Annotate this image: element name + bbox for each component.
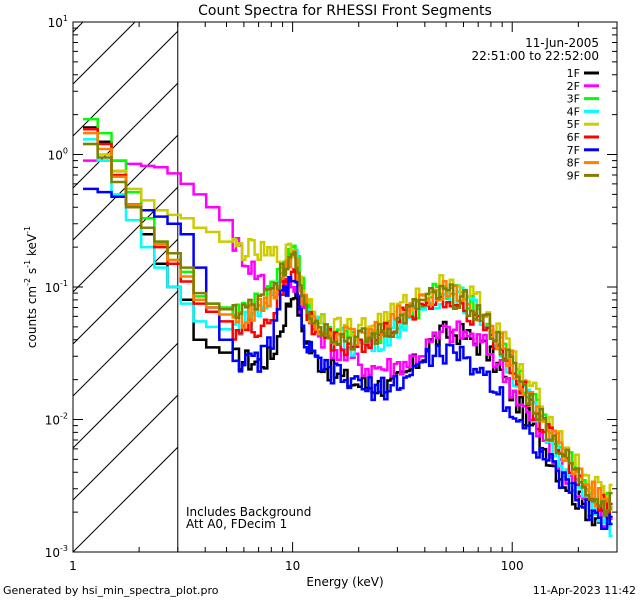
legend-label-2f: 2F [567, 80, 580, 93]
tick-marks [72, 21, 618, 553]
generated-by-label: Generated by hsi_min_spectra_plot.pro [3, 584, 219, 597]
y-tick-label-1e-3: 10-3 [45, 544, 68, 560]
legend-label-1f: 1F [567, 67, 580, 80]
legend-label-3f: 3F [567, 93, 580, 106]
x-tick-label-10: 10 [285, 559, 300, 573]
x-axis-title: Energy (keV) [306, 575, 383, 589]
y-tick-label-1e-1: 10-1 [45, 279, 68, 295]
series-line-7f [83, 187, 613, 531]
legend-label-8f: 8F [567, 157, 580, 170]
y-tick-label-1e-2: 10-2 [45, 412, 68, 428]
axis-ticks [72, 21, 618, 553]
legend-label-6f: 6F [567, 131, 580, 144]
series-group [83, 117, 613, 538]
y-tick-label-1e1: 101 [48, 14, 68, 30]
legend-label-7f: 7F [567, 144, 580, 157]
annotation-attenuator: Att A0, FDecim 1 [186, 517, 287, 531]
legend-label-5f: 5F [567, 118, 580, 131]
generated-timestamp: 11-Apr-2023 11:42 [533, 584, 636, 597]
y-tick-label-1e0: 100 [48, 147, 68, 163]
date-label: 11-Jun-2005 [525, 36, 599, 50]
legend-label-4f: 4F [567, 105, 580, 118]
annotation-background: Includes Background [186, 505, 311, 519]
legend-label-9f: 9F [567, 169, 580, 182]
time-range-label: 22:51:00 to 22:52:00 [472, 49, 599, 63]
plot-frame [72, 21, 618, 553]
y-axis-title: counts cm-2 s-1 keV-1 [23, 226, 39, 348]
chart-title: Count Spectra for RHESSI Front Segments [198, 3, 492, 19]
series-line-9f [83, 142, 613, 517]
x-tick-label-1: 1 [69, 559, 77, 573]
series-line-8f [83, 131, 613, 511]
x-tick-label-100: 100 [501, 559, 524, 573]
